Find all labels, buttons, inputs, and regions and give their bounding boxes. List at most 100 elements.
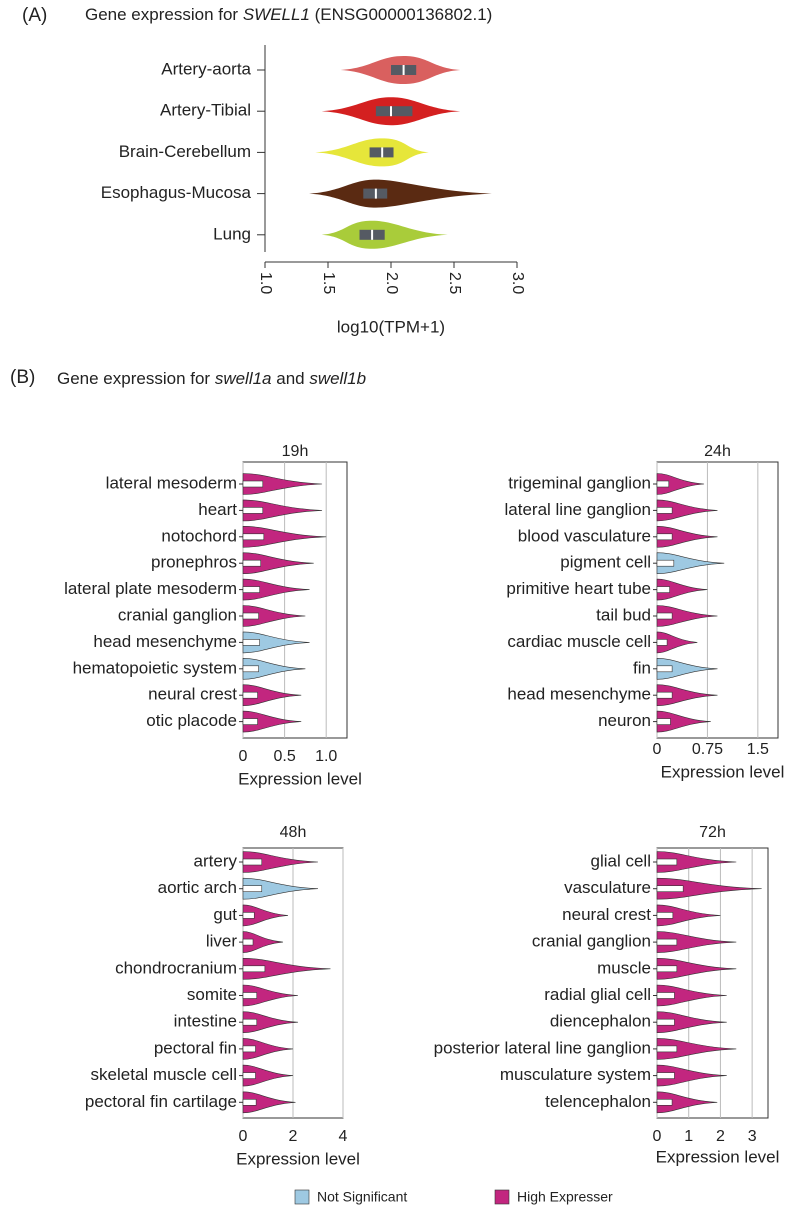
iqr-box <box>242 533 265 541</box>
title-part: swell1b <box>309 369 366 388</box>
violin <box>656 1011 727 1034</box>
x-tick-label: 2.0 <box>383 272 400 294</box>
title-part: Gene expression for <box>57 369 215 388</box>
violin <box>242 1038 294 1060</box>
violin <box>656 957 737 980</box>
x-tick-label: 0.5 <box>273 748 295 765</box>
x-tick-label: 1.0 <box>315 748 337 765</box>
category-label: glial cell <box>591 851 651 870</box>
category-label: somite <box>187 985 237 1004</box>
violin <box>656 525 718 548</box>
iqr-box <box>656 665 673 673</box>
violin <box>242 657 306 680</box>
legend-label: Not Significant <box>317 1189 407 1205</box>
violin <box>656 499 718 522</box>
category-label: cardiac muscle cell <box>507 632 651 651</box>
title-part: swell1a <box>215 369 272 388</box>
category-label: blood vasculature <box>518 526 651 545</box>
iqr-box <box>242 992 258 999</box>
x-tick-label: 2.5 <box>446 272 463 294</box>
violin <box>656 904 721 927</box>
category-label: musculature system <box>500 1065 651 1084</box>
iqr-box <box>656 718 671 725</box>
iqr-box <box>656 912 674 919</box>
violin <box>242 1091 296 1114</box>
x-axis-label: Expression level <box>236 1149 360 1168</box>
iqr-box <box>656 938 678 946</box>
iqr-box <box>242 507 264 514</box>
violin <box>242 499 323 522</box>
iqr-box <box>656 965 678 973</box>
category-label: lateral plate mesoderm <box>64 579 237 598</box>
x-tick-label: 3 <box>748 1128 757 1145</box>
category-label: gut <box>213 905 237 924</box>
x-tick-label: 4 <box>339 1128 348 1145</box>
category-label: fin <box>633 658 651 677</box>
violin <box>242 1011 299 1034</box>
panel-label: (A) <box>22 5 47 26</box>
violin <box>656 984 727 1007</box>
category-label: cranial ganglion <box>532 932 651 951</box>
iqr-box <box>242 639 260 646</box>
category-label: radial glial cell <box>544 985 651 1004</box>
x-tick-label: 2 <box>289 1128 298 1145</box>
violin <box>242 904 289 927</box>
category-label: vasculature <box>564 878 651 897</box>
panel-label: (B) <box>10 367 35 388</box>
iqr-box <box>242 965 266 973</box>
iqr-box <box>656 507 673 514</box>
iqr-box <box>242 718 258 725</box>
title-part: and <box>272 369 310 388</box>
panel-title: 48h <box>280 824 307 841</box>
x-tick-label: 0 <box>653 1128 662 1145</box>
x-tick-label: 0 <box>653 741 662 758</box>
x-tick-label: 0 <box>239 1128 248 1145</box>
violin <box>242 984 299 1007</box>
violin <box>656 552 725 575</box>
violin <box>656 684 718 707</box>
violin <box>656 1064 727 1087</box>
violin <box>309 179 492 208</box>
violin <box>656 931 737 953</box>
violin <box>656 605 718 627</box>
category-label: intestine <box>174 1012 237 1031</box>
category-label: lateral mesoderm <box>106 473 237 492</box>
x-tick-label: 1.5 <box>747 741 769 758</box>
category-label: heart <box>198 500 237 519</box>
x-axis-label: log10(TPM+1) <box>337 317 445 336</box>
title-part: Gene expression for <box>85 5 243 24</box>
x-tick-label: 1.0 <box>257 272 274 294</box>
x-tick-label: 0 <box>239 748 248 765</box>
iqr-box <box>656 885 684 893</box>
violin <box>242 1064 294 1087</box>
iqr-box <box>656 559 675 567</box>
category-label: pronephros <box>151 553 237 572</box>
category-label: neuron <box>598 711 651 730</box>
category-label: posterior lateral line ganglion <box>434 1038 651 1057</box>
category-label: muscle <box>597 958 651 977</box>
iqr-box <box>242 912 255 919</box>
panel-title: 72h <box>699 824 726 841</box>
violin <box>656 631 698 654</box>
x-axis-label: Expression level <box>661 762 785 781</box>
category-label: Brain-Cerebellum <box>119 142 251 161</box>
violin <box>242 552 314 575</box>
iqr-box <box>656 992 675 999</box>
category-label: Esophagus-Mucosa <box>101 183 252 202</box>
chart-title: Gene expression for SWELL1 (ENSG00000136… <box>85 5 492 24</box>
category-label: Artery-Tibial <box>160 101 251 120</box>
violin <box>242 578 310 601</box>
x-tick-label: 1.5 <box>320 272 337 294</box>
x-tick-label: 2 <box>716 1128 725 1145</box>
iqr-box <box>242 1099 257 1106</box>
category-label: artery <box>194 851 238 870</box>
category-label: otic placode <box>146 711 237 730</box>
category-label: tail bud <box>596 605 651 624</box>
category-label: liver <box>206 932 238 951</box>
x-tick-label: 1 <box>684 1128 693 1145</box>
violin <box>656 657 718 680</box>
iqr-box <box>242 691 258 699</box>
violin <box>242 877 319 900</box>
iqr-box <box>656 1018 675 1026</box>
category-label: skeletal muscle cell <box>91 1065 237 1084</box>
